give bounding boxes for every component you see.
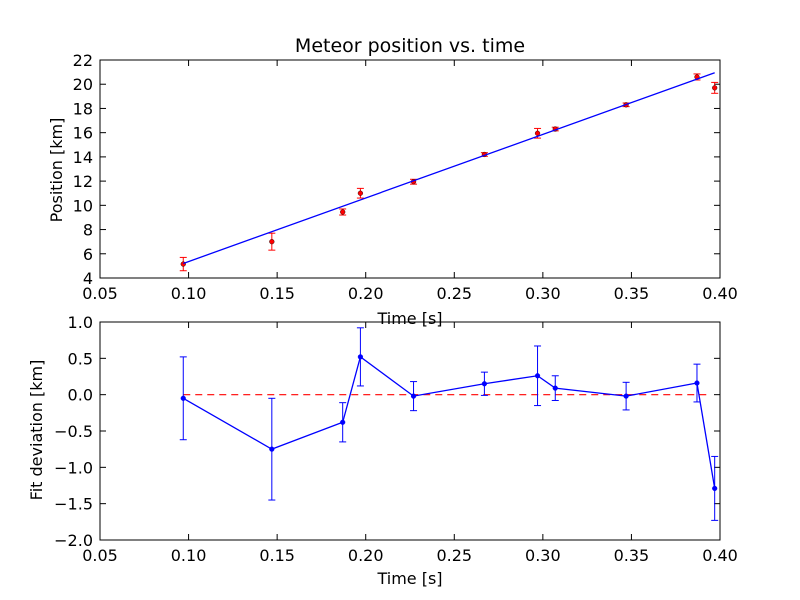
position-chart-xtick-label: 0.20 (348, 284, 384, 303)
deviation-chart-data-point (180, 395, 186, 401)
position-chart-xlabel: Time [s] (376, 309, 442, 328)
position-chart-ytick-label: 12 (73, 172, 93, 191)
position-chart-title: Meteor position vs. time (295, 35, 525, 57)
position-chart-series-line (183, 72, 715, 265)
position-chart-data-point (357, 190, 364, 196)
position-chart-ytick-label: 14 (73, 148, 93, 167)
deviation-chart-xtick-label: 0.30 (525, 546, 561, 565)
deviation-chart-ytick-label: 0.0 (68, 386, 93, 405)
deviation-chart-ytick-label: −1.0 (54, 458, 93, 477)
deviation-chart-xtick-label: 0.10 (171, 546, 207, 565)
position-chart-ytick-label: 16 (73, 124, 93, 143)
position-chart-xtick-label: 0.15 (259, 284, 295, 303)
position-chart-ytick-label: 18 (73, 99, 93, 118)
deviation-chart-data-point (410, 393, 417, 399)
position-chart-ytick-label: 10 (73, 196, 93, 215)
position-chart-xtick-label: 0.05 (82, 284, 118, 303)
position-chart-xtick-label: 0.25 (436, 284, 472, 303)
deviation-chart-ytick-label: −0.5 (54, 422, 93, 441)
position-chart-data-point (534, 130, 541, 136)
deviation-chart-xlabel: Time [s] (376, 569, 442, 588)
position-chart-ytick-label: 8 (83, 221, 93, 240)
deviation-chart-data-point (694, 380, 700, 386)
deviation-chart-ytick-label: 1.0 (68, 313, 93, 332)
deviation-chart-xtick-label: 0.15 (259, 546, 295, 565)
position-chart-ylabel: Position [km] (47, 118, 66, 223)
deviation-chart-ytick-label: −2.0 (54, 531, 93, 550)
deviation-chart: Time [s] Fit deviation [km] 0.05 0.10 0.15… (27, 313, 738, 588)
position-chart-ytick-label: 4 (83, 269, 93, 288)
position-chart-data-point (269, 239, 275, 245)
position-chart-ytick-label: 20 (73, 75, 93, 94)
deviation-chart-data-point (269, 446, 275, 452)
deviation-chart-xtick-label: 0.25 (436, 546, 472, 565)
position-chart-xtick-label: 0.35 (614, 284, 650, 303)
deviation-chart-data-point (340, 419, 346, 425)
deviation-chart-data-point (534, 373, 541, 379)
deviation-chart-data-point (481, 381, 488, 387)
deviation-chart-ytick-label: 0.5 (68, 349, 93, 368)
position-chart-ytick-label: 22 (73, 51, 93, 70)
deviation-chart-data-point (552, 385, 558, 391)
deviation-chart-axes-frame (99, 321, 721, 541)
deviation-chart-xtick-label: 0.05 (82, 546, 118, 565)
position-chart-xtick-label: 0.40 (702, 284, 738, 303)
deviation-chart-ylabel: Fit deviation [km] (27, 360, 46, 501)
deviation-chart-xtick-label: 0.40 (702, 546, 738, 565)
deviation-chart-ytick-label: −1.5 (54, 495, 93, 514)
position-chart: Meteor position vs. time Time [s] Positi… (47, 35, 738, 328)
position-chart-axes-frame (99, 59, 721, 279)
position-chart-xtick-label: 0.10 (171, 284, 207, 303)
position-chart-data-point (340, 209, 346, 215)
deviation-chart-data-point (712, 485, 718, 492)
deviation-chart-xtick-label: 0.20 (348, 546, 384, 565)
position-chart-data-point (712, 85, 718, 91)
deviation-chart-data-point (357, 354, 364, 360)
position-chart-ytick-label: 6 (83, 245, 93, 264)
position-chart-xtick-label: 0.30 (525, 284, 561, 303)
deviation-chart-xtick-label: 0.35 (614, 546, 650, 565)
deviation-chart-data-point (623, 393, 629, 399)
